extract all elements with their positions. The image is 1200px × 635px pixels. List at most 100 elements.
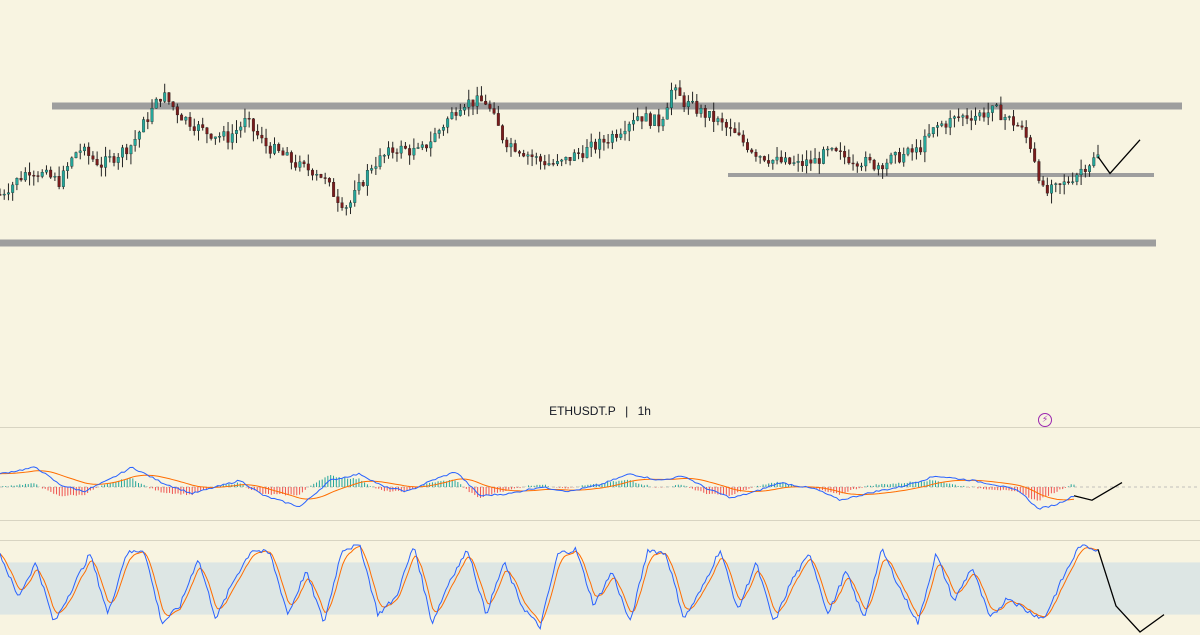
candle-body <box>323 177 327 179</box>
candle-body <box>729 127 733 129</box>
candle-body <box>885 162 889 170</box>
candle-body <box>1050 184 1053 194</box>
candle-body <box>353 190 357 203</box>
candle-body <box>175 106 179 116</box>
candle-body <box>87 146 91 156</box>
candle-body <box>868 157 872 161</box>
candle-body <box>23 172 27 181</box>
stoch-rsi-panel[interactable] <box>0 544 1200 633</box>
candle-body <box>285 152 289 156</box>
candle-body <box>1058 183 1062 185</box>
candle-body <box>716 118 720 122</box>
candle-body <box>222 131 226 137</box>
candle-body <box>1075 174 1079 182</box>
candle-body <box>855 163 859 167</box>
candle-body <box>399 145 403 154</box>
candle-body <box>167 92 171 102</box>
candle-body <box>28 172 32 176</box>
candle-body <box>11 184 15 193</box>
candle-body <box>298 161 302 168</box>
candle-body <box>982 112 986 118</box>
candle-body <box>1092 157 1096 166</box>
candle-body <box>1045 184 1049 194</box>
candle-body <box>737 132 741 136</box>
candle-body <box>822 149 825 164</box>
candle-body <box>340 202 344 208</box>
stoch-projection-path <box>1097 549 1165 633</box>
candle-body <box>784 157 787 163</box>
candle-body <box>344 207 348 209</box>
candle-body <box>1024 127 1028 138</box>
candle-body <box>1037 161 1041 181</box>
macd-projection-path <box>1073 482 1123 501</box>
candle-body <box>450 112 454 119</box>
candle-body <box>496 113 500 126</box>
candle-body <box>361 182 365 186</box>
candle-body <box>289 152 293 163</box>
candle-body <box>948 118 952 128</box>
candle-body <box>121 147 124 158</box>
candle-body <box>365 170 369 186</box>
candle-body <box>0 194 2 196</box>
candle-body <box>657 114 661 127</box>
candle-body <box>230 133 234 143</box>
lightning-bolt-icon[interactable]: ⚡ <box>1038 413 1052 427</box>
candle-body <box>555 161 559 165</box>
candle-body <box>513 143 517 152</box>
candle-body <box>712 111 716 122</box>
candle-body <box>619 133 623 138</box>
candle-body <box>163 92 167 102</box>
candle-body <box>898 152 901 163</box>
candle-body <box>197 124 200 131</box>
candle-body <box>952 116 956 119</box>
candle-body <box>108 156 112 158</box>
candle-body <box>708 111 711 118</box>
candle-body <box>201 124 205 128</box>
candle-body <box>661 119 665 127</box>
candle-body <box>209 133 213 139</box>
candle-body <box>724 122 728 128</box>
candle-body <box>826 148 830 151</box>
candle-body <box>125 147 129 155</box>
candle-body <box>594 141 597 150</box>
candle-body <box>762 156 766 161</box>
candle-body <box>429 141 433 149</box>
candle-body <box>416 147 420 149</box>
candle-body <box>467 99 471 108</box>
candle-body <box>522 153 526 157</box>
candle-body <box>974 115 977 121</box>
candle-body <box>349 202 352 208</box>
candle-body <box>961 115 965 118</box>
price-panel[interactable] <box>0 80 1182 247</box>
candle-body <box>302 161 306 165</box>
candle-body <box>1054 183 1058 185</box>
macd-panel[interactable] <box>0 466 1200 510</box>
candle-body <box>95 159 99 166</box>
candle-body <box>420 144 424 148</box>
candle-body <box>876 165 880 170</box>
candle-body <box>332 182 336 197</box>
candle-body <box>543 161 547 166</box>
candle-body <box>678 87 682 96</box>
candle-body <box>1007 116 1011 118</box>
candle-body <box>691 100 695 103</box>
candle-body <box>83 146 86 152</box>
candle-body <box>129 145 133 155</box>
candle-body <box>526 154 530 157</box>
candle-body <box>142 119 146 133</box>
candle-body <box>294 162 298 168</box>
candle-body <box>104 156 108 168</box>
candle-body <box>589 141 593 148</box>
candle-body <box>610 134 614 143</box>
candle-body <box>446 118 450 128</box>
candle-body <box>484 100 488 105</box>
stoch-k-line <box>0 544 1099 630</box>
candle-body <box>116 157 120 163</box>
candle-body <box>860 165 863 168</box>
candle-body <box>969 118 973 121</box>
candle-body <box>606 142 610 144</box>
candle-body <box>311 169 314 176</box>
candle-body <box>800 161 804 166</box>
candle-body <box>640 116 644 122</box>
